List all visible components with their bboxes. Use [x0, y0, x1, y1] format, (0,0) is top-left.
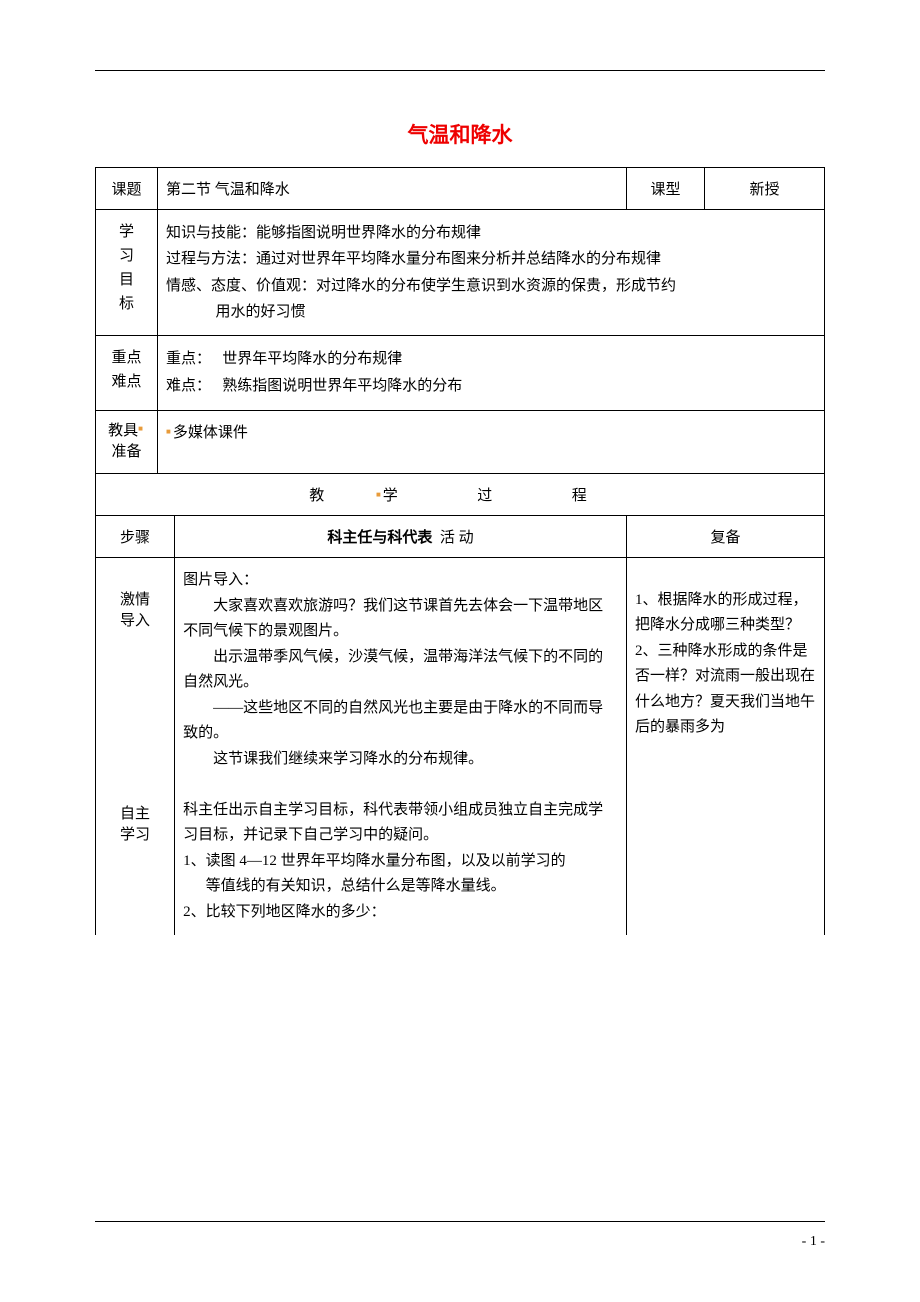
col-notes: 复备 [627, 516, 825, 558]
row-keydiff: 重点 难点 重点： 世界年平均降水的分布规律 难点： 熟练指图说明世界年平均降水… [96, 336, 825, 411]
act-item1a: 1、读图 4—12 世界年平均降水量分布图，以及以前学习的 [183, 849, 618, 875]
act-intro-head: 图片导入： [183, 568, 618, 594]
label-ketype: 课型 [627, 168, 705, 210]
label-tools-1: 教具 [108, 423, 138, 439]
obj-line1: 知识与技能：能够指图说明世界降水的分布规律 [166, 220, 816, 246]
row-objectives: 学 习 目 标 知识与技能：能够指图说明世界降水的分布规律 过程与方法：通过对世… [96, 210, 825, 336]
activity-cell: 图片导入： 大家喜欢喜欢旅游吗？我们这节课首先去体会一下温带地区不同气候下的景观… [175, 558, 627, 936]
diff-label: 难点： [166, 378, 211, 394]
act-p1: 大家喜欢喜欢旅游吗？我们这节课首先去体会一下温带地区不同气候下的景观图片。 [183, 594, 618, 645]
step-self: 自主 学习 [104, 802, 166, 844]
col-activity: 科主任与科代表 活 动 [175, 516, 627, 558]
step-self-2: 学习 [104, 823, 166, 844]
dot-3: ■ [376, 490, 381, 499]
step-self-1: 自主 [104, 802, 166, 823]
act-item1b: 等值线的有关知识，总结什么是等降水量线。 [183, 874, 618, 900]
row-process-header: 教 ■学 过 程 [96, 474, 825, 516]
notes-n2: 2、三种降水形成的条件是否一样？对流雨一般出现在什么地方？夏天我们当地午后的暴雨… [635, 639, 816, 741]
label-tools-2: 准备 [111, 444, 141, 460]
tools-value: ■多媒体课件 [158, 411, 825, 474]
notes-cell: 1、根据降水的形成过程，把降水分成哪三种类型？ 2、三种降水形成的条件是否一样？… [627, 558, 825, 936]
dot-2: ■ [166, 427, 171, 436]
bottom-rule [95, 1221, 825, 1222]
process-text: 教 ■学 过 程 [309, 488, 611, 504]
obj-line2: 过程与方法：通过对世界年平均降水量分布图来分析并总结降水的分布规律 [166, 246, 816, 272]
tools-text: 多媒体课件 [173, 425, 248, 441]
row-activity: 激情 导入 自主 学习 图片导入： 大家喜欢喜欢旅游吗？我们这节课首先去体会一下… [96, 558, 825, 936]
act-p2: 出示温带季风气候，沙漠气候，温带海洋法气候下的不同的自然风光。 [183, 645, 618, 696]
obj-line3-cont: 用水的好习惯 [216, 299, 817, 325]
dot-1: ■ [138, 424, 143, 433]
top-rule [95, 70, 825, 71]
key-line: 重点： 世界年平均降水的分布规律 [166, 346, 816, 373]
label-kd-2: 难点 [104, 370, 149, 394]
row-topic: 课题 第二节 气温和降水 课型 新授 [96, 168, 825, 210]
lesson-plan-table: 课题 第二节 气温和降水 课型 新授 学 习 目 标 知识与技能：能够指图说明世… [95, 167, 825, 935]
page-title: 气温和降水 [95, 119, 825, 149]
value-topic: 第二节 气温和降水 [158, 168, 627, 210]
obj-line3: 情感、态度、价值观：对过降水的分布使学生意识到水资源的保贵，形成节约 [166, 273, 816, 299]
label-keydiff: 重点 难点 [96, 336, 158, 411]
act-item2: 2、比较下列地区降水的多少： [183, 900, 618, 926]
page-number: - 1 - [802, 1234, 825, 1250]
act-p5: 科主任出示自主学习目标，科代表带领小组成员独立自主完成学习目标，并记录下自己学习… [183, 798, 618, 849]
spacer [183, 772, 618, 798]
col-activity-bold: 科主任与科代表 [327, 530, 432, 546]
key-value: 世界年平均降水的分布规律 [222, 351, 402, 367]
label-topic: 课题 [96, 168, 158, 210]
col-activity-rest: 活 动 [440, 530, 474, 546]
act-p4: 这节课我们继续来学习降水的分布规律。 [183, 747, 618, 773]
label-obj-2: 习 [104, 244, 149, 268]
diff-line: 难点： 熟练指图说明世界年平均降水的分布 [166, 373, 816, 400]
label-obj-1: 学 [104, 220, 149, 244]
objectives-content: 知识与技能：能够指图说明世界降水的分布规律 过程与方法：通过对世界年平均降水量分… [158, 210, 825, 336]
notes-spacer [635, 568, 816, 588]
process-header: 教 ■学 过 程 [96, 474, 825, 516]
label-tools: 教具■ 准备 [96, 411, 158, 474]
step-intro-1: 激情 [104, 588, 166, 609]
diff-value: 熟练指图说明世界年平均降水的分布 [222, 378, 462, 394]
label-kd-1: 重点 [104, 346, 149, 370]
step-cell: 激情 导入 自主 学习 [96, 558, 175, 936]
step-intro-2: 导入 [104, 609, 166, 630]
row-tools: 教具■ 准备 ■多媒体课件 [96, 411, 825, 474]
keydiff-content: 重点： 世界年平均降水的分布规律 难点： 熟练指图说明世界年平均降水的分布 [158, 336, 825, 411]
row-column-headers: 步骤 科主任与科代表 活 动 复备 [96, 516, 825, 558]
label-objectives: 学 习 目 标 [96, 210, 158, 336]
label-obj-3: 目 [104, 268, 149, 292]
notes-n1: 1、根据降水的形成过程，把降水分成哪三种类型？ [635, 588, 816, 639]
col-step: 步骤 [96, 516, 175, 558]
act-p3: ——这些地区不同的自然风光也主要是由于降水的不同而导致的。 [183, 696, 618, 747]
key-label: 重点： [166, 351, 211, 367]
step-intro: 激情 导入 [104, 588, 166, 630]
label-obj-4: 标 [104, 292, 149, 316]
value-ketype: 新授 [705, 168, 825, 210]
